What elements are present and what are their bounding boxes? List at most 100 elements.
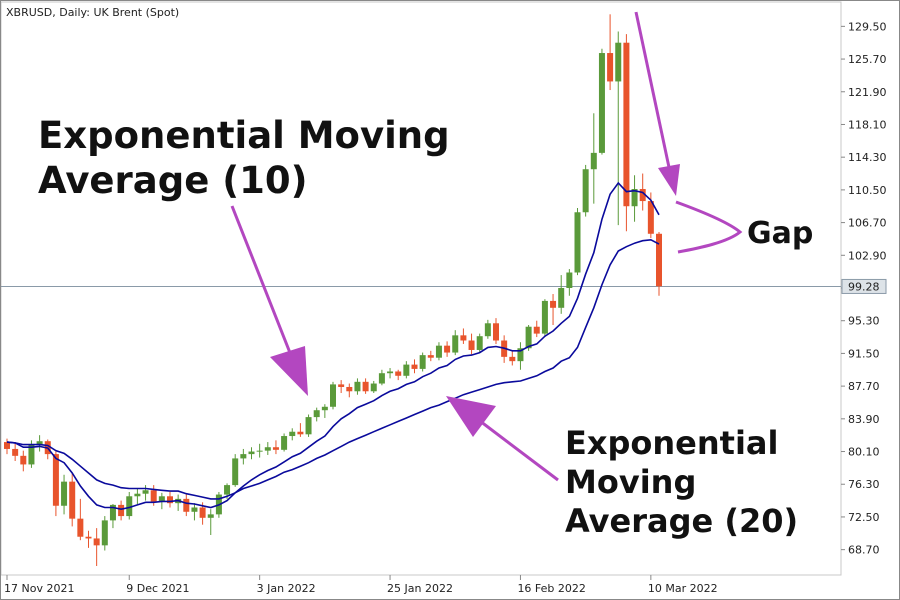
candle bbox=[419, 352, 426, 372]
candle-body bbox=[158, 496, 165, 502]
candle bbox=[550, 294, 557, 326]
candle bbox=[509, 350, 516, 366]
y-tick-label: 72.50 bbox=[848, 511, 880, 524]
candle-body bbox=[61, 481, 68, 506]
gap-arrow-shaft bbox=[634, 11, 672, 173]
candle-body bbox=[240, 454, 247, 459]
candle-body bbox=[574, 212, 581, 273]
candle-body bbox=[77, 518, 84, 537]
candle-body bbox=[305, 417, 312, 435]
candle-body bbox=[167, 496, 173, 504]
candle-body bbox=[493, 323, 499, 341]
candle bbox=[36, 435, 43, 452]
ema20-label-line2: Moving bbox=[565, 463, 696, 501]
x-tick-label: 10 Mar 2022 bbox=[648, 582, 718, 595]
candle-body bbox=[607, 53, 614, 82]
ema10-arrow-head bbox=[270, 346, 308, 396]
y-tick-label: 110.50 bbox=[848, 184, 887, 197]
candle bbox=[183, 493, 190, 517]
candle-body bbox=[411, 364, 418, 369]
y-tick-label: 95.30 bbox=[848, 315, 880, 328]
candle-body bbox=[36, 441, 43, 445]
ema-lines-group bbox=[6, 181, 660, 511]
ema10-label-line2: Average (10) bbox=[38, 159, 308, 202]
candle-body bbox=[590, 152, 597, 170]
candle-body bbox=[264, 447, 271, 451]
candle bbox=[378, 369, 385, 386]
candle bbox=[305, 414, 312, 437]
candle-body bbox=[533, 326, 540, 334]
candle bbox=[85, 530, 92, 548]
candle-body bbox=[517, 348, 524, 362]
candle bbox=[232, 454, 239, 487]
candle bbox=[256, 443, 263, 458]
candle bbox=[77, 498, 84, 541]
candle-body bbox=[330, 384, 336, 407]
candle-body bbox=[85, 536, 92, 539]
ema20-label-line3: Average (20) bbox=[565, 502, 798, 540]
candle bbox=[468, 333, 475, 355]
gap-label: Gap bbox=[747, 216, 813, 251]
candle-body bbox=[224, 485, 231, 495]
candle bbox=[411, 359, 418, 374]
candle-body bbox=[346, 386, 353, 392]
x-tick-label: 9 Dec 2021 bbox=[126, 582, 189, 595]
candle bbox=[126, 491, 133, 520]
candle bbox=[61, 474, 68, 515]
annotations: Exponential Moving Average (10) Exponent… bbox=[38, 11, 813, 540]
candle bbox=[452, 330, 459, 356]
ema20-label-line1: Exponential bbox=[565, 424, 778, 462]
candle-body bbox=[370, 383, 377, 392]
ema10-label-line1: Exponential Moving bbox=[38, 114, 450, 157]
y-tick-label: 118.10 bbox=[848, 118, 887, 131]
y-tick-label: 83.90 bbox=[848, 413, 880, 426]
current-price-tag bbox=[841, 278, 887, 294]
x-tick-label: 25 Jan 2022 bbox=[387, 582, 453, 595]
candle-body bbox=[20, 455, 27, 465]
candle bbox=[493, 318, 499, 344]
candle bbox=[52, 451, 59, 517]
candle-body bbox=[338, 384, 345, 387]
candle bbox=[4, 438, 10, 455]
candle-body bbox=[232, 458, 239, 486]
candle-body bbox=[93, 538, 100, 546]
candle bbox=[435, 342, 442, 361]
candle-body bbox=[183, 498, 190, 512]
candle-body bbox=[582, 169, 589, 213]
candle-body bbox=[419, 355, 426, 369]
candle bbox=[297, 423, 304, 437]
candle bbox=[427, 350, 434, 362]
candle-body bbox=[297, 431, 304, 435]
candle-body bbox=[631, 189, 638, 207]
y-tick-label: 91.50 bbox=[848, 347, 880, 360]
candle-body bbox=[647, 201, 654, 234]
candle-body bbox=[150, 490, 157, 502]
candle bbox=[346, 383, 353, 398]
y-tick-label: 114.30 bbox=[848, 151, 887, 164]
x-tick-label: 16 Feb 2022 bbox=[517, 582, 585, 595]
y-tick-label: 80.10 bbox=[848, 446, 880, 459]
candle-body bbox=[403, 364, 410, 376]
candle-body bbox=[468, 340, 475, 350]
candle bbox=[517, 342, 524, 370]
y-tick-label: 121.90 bbox=[848, 86, 887, 99]
candle bbox=[541, 299, 548, 338]
candle bbox=[476, 333, 483, 353]
candle bbox=[370, 380, 377, 394]
candle bbox=[191, 503, 198, 521]
x-tick-label: 17 Nov 2021 bbox=[4, 582, 74, 595]
candle-body bbox=[28, 444, 35, 465]
candle-body bbox=[4, 442, 10, 449]
candle bbox=[598, 48, 605, 155]
y-tick-label: 76.30 bbox=[848, 478, 880, 491]
candle-body bbox=[509, 356, 516, 362]
candle bbox=[264, 442, 271, 455]
candle-body bbox=[281, 436, 288, 450]
candle-body bbox=[248, 451, 255, 455]
candle-body bbox=[656, 233, 662, 287]
candle-body bbox=[321, 406, 328, 411]
candle bbox=[362, 378, 369, 394]
candle-body bbox=[191, 507, 198, 512]
candle bbox=[566, 269, 573, 296]
